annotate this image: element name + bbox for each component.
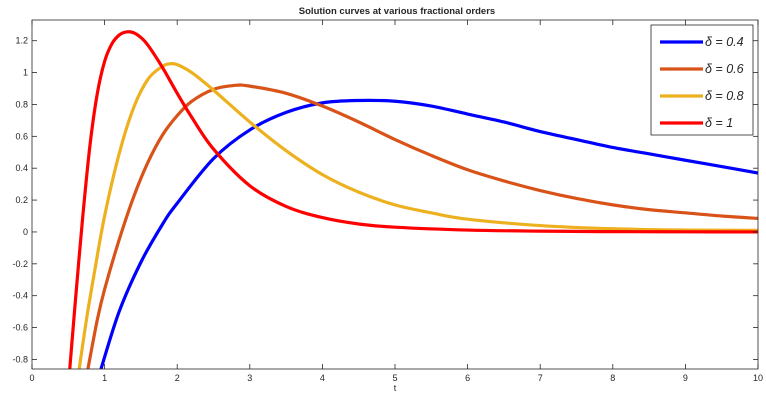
y-tick-label: -0.2: [12, 259, 28, 269]
x-tick-label: 9: [683, 373, 688, 383]
chart-title: Solution curves at various fractional or…: [299, 6, 495, 17]
x-axis-label: t: [394, 383, 397, 393]
y-tick-label: -0.6: [12, 323, 28, 333]
legend-label-2: δ = 0.6: [705, 62, 744, 76]
legend-label-3: δ = 0.8: [705, 89, 744, 103]
x-tick-label: 2: [175, 373, 180, 383]
x-tick-label: 1: [102, 373, 107, 383]
y-tick-label: 1: [23, 68, 28, 78]
x-tick-label: 4: [320, 373, 325, 383]
legend: δ = 0.4 δ = 0.6 δ = 0.8 δ = 1: [650, 24, 754, 136]
y-tick-label: 0.8: [15, 99, 28, 109]
y-axis-ticks: -0.8 -0.6 -0.4 -0.2 0 0.2 0.4 0.6 0.8 1 1.2: [12, 36, 758, 364]
x-tick-label: 5: [392, 373, 397, 383]
series-line-2: [86, 83, 758, 369]
x-tick-label: 6: [465, 373, 470, 383]
x-tick-label: 8: [610, 373, 615, 383]
y-tick-label: -0.8: [12, 354, 28, 364]
legend-label-4: δ = 1: [705, 116, 733, 130]
series-line-3: [77, 61, 758, 369]
y-tick-label: 0.6: [15, 131, 28, 141]
series-line-1: [99, 98, 758, 369]
x-tick-label: 3: [247, 373, 252, 383]
plot-background: [32, 20, 758, 369]
series-layer: [68, 30, 758, 369]
series-line-4: [68, 30, 758, 369]
y-tick-label: 0: [23, 227, 28, 237]
x-tick-label: 0: [29, 373, 34, 383]
x-tick-label: 10: [753, 373, 763, 383]
y-tick-label: 0.4: [15, 163, 28, 173]
y-tick-label: 0.2: [15, 195, 28, 205]
legend-label-1: δ = 0.4: [705, 35, 744, 49]
y-tick-label: 1.2: [15, 36, 28, 46]
y-tick-label: -0.4: [12, 291, 28, 301]
x-tick-label: 7: [538, 373, 543, 383]
x-axis-ticks: 0 1 2 3 4 5 6 7 8 9 10: [29, 20, 763, 383]
